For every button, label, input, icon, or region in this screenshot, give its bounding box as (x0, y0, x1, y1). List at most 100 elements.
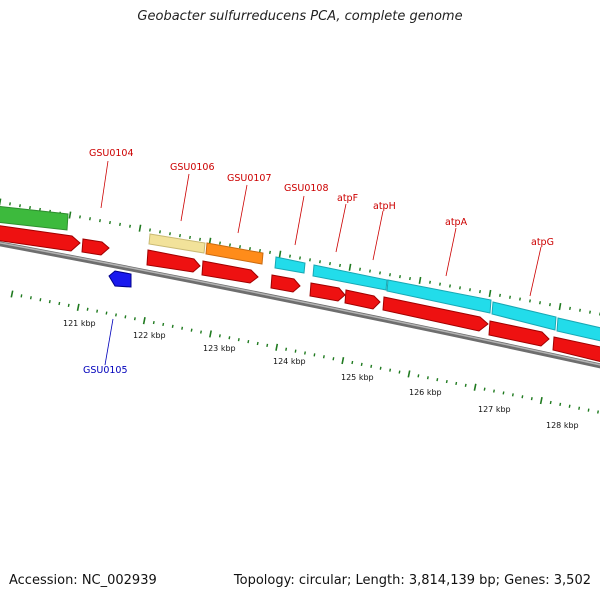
ruler-minor-tick (436, 378, 439, 382)
ruler-minor-tick (152, 320, 155, 325)
gene-label-atph: atpH (373, 201, 396, 212)
ruler-minor-tick (249, 247, 251, 251)
tick-label-124-kbp: 124 kbp (273, 357, 306, 366)
ruler-minor-tick (20, 294, 23, 298)
label-leaders (100, 160, 542, 366)
ruler-minor-tick (199, 237, 201, 241)
ruler-minor-tick (360, 362, 363, 367)
ruler-minor-tick (200, 330, 202, 334)
ruler-minor-tick (469, 288, 471, 292)
ruler-minor-tick (299, 256, 301, 260)
ruler-minor-tick (119, 222, 121, 227)
ruler-minor-tick (549, 400, 552, 405)
ruler-minor-tick (133, 317, 136, 321)
category-block-cyan-5 (556, 317, 600, 342)
ruler-major-tick (10, 290, 14, 298)
ruler-minor-tick (39, 298, 42, 302)
leader-atpg (529, 246, 542, 297)
ruler-minor-tick (509, 295, 511, 299)
cds-arrow-last (552, 336, 600, 363)
ruler-minor-tick (493, 389, 495, 393)
tick-label-123-kbp: 123 kbp (203, 344, 236, 353)
ruler-minor-tick (429, 280, 431, 284)
gene-label-atpf: atpF (337, 193, 358, 204)
tick-label-121-kbp: 121 kbp (63, 319, 96, 328)
gene-label-atpa: atpA (445, 217, 468, 228)
ruler-minor-tick (149, 228, 151, 232)
ruler-minor-tick (19, 204, 21, 208)
ruler-minor-tick (48, 299, 51, 304)
ruler-minor-tick (256, 341, 259, 346)
ruler-minor-tick (389, 368, 392, 372)
gene-label-atpg: atpG (531, 237, 554, 248)
cds-arrow-atph (344, 289, 381, 310)
ruler-minor-tick (559, 402, 562, 407)
ruler-major-tick (341, 357, 345, 365)
ruler-minor-tick (218, 334, 221, 338)
ruler-minor-tick (162, 322, 165, 327)
ruler-minor-tick (511, 393, 514, 397)
ruler-minor-tick (105, 311, 108, 315)
ruler-minor-tick (129, 224, 131, 228)
category-block-cyan-3 (386, 279, 492, 314)
forward-cds-track (0, 225, 600, 363)
category-ring (0, 206, 600, 342)
cds-arrow-gsu0104 (81, 238, 110, 256)
ruler-major-tick (209, 330, 212, 338)
ruler-major-tick (142, 317, 146, 325)
ruler-minor-tick (399, 275, 401, 279)
ruler-major-tick (473, 383, 477, 391)
footer-summary: Topology: circular; Length: 3,814,139 bp… (233, 573, 591, 588)
ruler-minor-tick (159, 230, 161, 234)
ruler-minor-tick (96, 309, 99, 313)
gene-label-gsu0105: GSU0105 (83, 365, 128, 376)
ruler-minor-tick (389, 273, 391, 277)
ruler-minor-tick (86, 307, 89, 311)
ruler-major-tick (138, 224, 142, 232)
ruler-minor-tick (319, 260, 321, 264)
gene-label-gsu0106: GSU0106 (170, 162, 215, 173)
ruler-minor-tick (449, 284, 451, 288)
ruler-minor-tick (58, 301, 61, 306)
ruler-minor-tick (459, 286, 461, 290)
ruler-minor-tick (124, 315, 127, 319)
ruler-minor-tick (417, 374, 420, 378)
leader-gsu0108 (294, 195, 305, 246)
cds-arrow-gsu0108 (270, 274, 301, 293)
category-block-green (0, 206, 69, 231)
ruler-minor-tick (455, 381, 458, 386)
ruler-major-tick (348, 263, 352, 271)
ruler-major-tick (68, 211, 72, 219)
leader-atpa (445, 227, 457, 277)
ruler-minor-tick (179, 233, 181, 238)
ruler-minor-tick (237, 338, 240, 342)
ruler-minor-tick (568, 404, 571, 408)
ruler-minor-tick (519, 297, 521, 301)
tick-label-126-kbp: 126 kbp (409, 388, 442, 397)
ruler-minor-tick (578, 406, 581, 410)
ruler-minor-tick (439, 282, 441, 286)
ruler-minor-tick (313, 353, 316, 357)
ruler-minor-tick (67, 303, 70, 308)
ruler-minor-tick (115, 313, 117, 317)
gene-label-gsu0107: GSU0107 (227, 173, 272, 184)
ruler-minor-tick (379, 366, 382, 370)
ruler-major-tick (488, 289, 492, 298)
ruler-minor-tick (530, 397, 533, 401)
ruler-minor-tick (589, 310, 591, 314)
category-block-khaki (148, 233, 206, 254)
category-block-orange (205, 242, 264, 265)
ruler-minor-tick (499, 293, 501, 297)
ruler-minor-tick (587, 408, 590, 412)
map-title: Geobacter sulfurreducens PCA, complete g… (137, 9, 463, 24)
ruler-minor-tick (597, 410, 599, 414)
ruler-minor-tick (171, 324, 174, 328)
ruler-major-tick (0, 198, 2, 206)
ruler-minor-tick (332, 357, 335, 361)
leader-gsu0107 (237, 184, 248, 234)
ruler-minor-tick (219, 241, 221, 245)
ruler-minor-tick (339, 263, 341, 268)
ruler-major-tick (76, 303, 80, 311)
ruler-minor-tick (181, 326, 184, 330)
